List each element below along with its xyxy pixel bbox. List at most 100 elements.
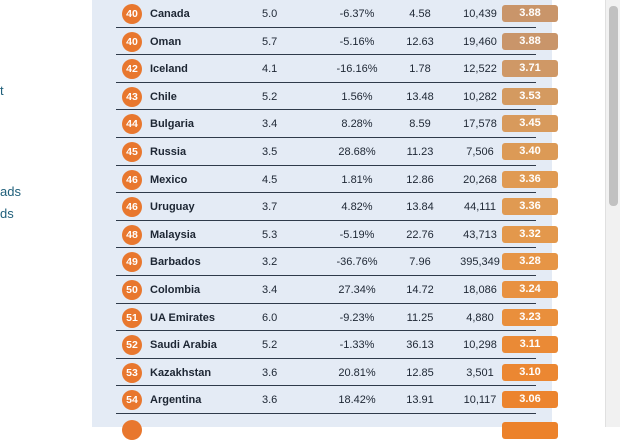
rank-badge: 45 <box>122 141 142 162</box>
value-cell: 5.3 <box>262 228 278 241</box>
value-cell: 11.23 <box>406 145 434 158</box>
value-cell: 6.0 <box>262 311 278 324</box>
country-name: Russia <box>150 145 187 158</box>
score-badge: 3.23 <box>502 308 558 326</box>
percent-cell: 8.28% <box>341 118 373 131</box>
table-row: 40 Oman 5.7 -5.16% 12.63 19,460 3.88 <box>116 28 558 56</box>
country-name: UA Emirates <box>150 311 216 324</box>
percent-cell: -5.16% <box>339 35 375 48</box>
rank-badge: 53 <box>122 362 142 383</box>
value-cell: 13.48 <box>406 90 434 103</box>
score-badge: 3.32 <box>502 225 558 243</box>
nav-link-fragment[interactable]: t <box>0 83 4 98</box>
country-name: Saudi Arabia <box>150 339 217 352</box>
percent-cell: 1.56% <box>341 90 373 103</box>
percent-cell: 4.82% <box>341 201 373 214</box>
value-cell: 10,117 <box>463 394 497 407</box>
score-badge: 3.28 <box>502 253 558 271</box>
country-name: Canada <box>150 8 190 20</box>
table-row: 54 Argentina 3.6 18.42% 13.91 10,117 3.06 <box>116 386 558 414</box>
country-name: Kazakhstan <box>150 366 212 379</box>
value-cell: 8.59 <box>409 118 431 131</box>
scrollbar-thumb[interactable] <box>609 6 618 206</box>
value-cell: 4,880 <box>466 311 494 324</box>
rank-badge: 48 <box>122 224 142 245</box>
percent-cell: -5.19% <box>339 228 375 241</box>
table-row: 49 Barbados 3.2 -36.76% 7.96 395,349 3.28 <box>116 248 558 276</box>
value-cell: 1.78 <box>409 63 431 76</box>
score-badge: 3.36 <box>502 198 558 216</box>
country-name: Barbados <box>150 256 201 269</box>
rank-badge: 40 <box>122 31 142 52</box>
value-cell: 5.0 <box>262 8 278 20</box>
score-badge: 3.45 <box>502 115 558 133</box>
table-row: 44 Bulgaria 3.4 8.28% 8.59 17,578 3.45 <box>116 110 558 138</box>
table-row: 50 Colombia 3.4 27.34% 14.72 18,086 3.24 <box>116 276 558 304</box>
country-name: Bulgaria <box>150 118 195 131</box>
score-badge: 3.71 <box>502 60 558 78</box>
rank-badge: 46 <box>122 169 142 190</box>
value-cell: 3,501 <box>466 366 494 379</box>
rank-badge: 46 <box>122 197 142 218</box>
value-cell: 3.4 <box>262 283 278 296</box>
page-scrollbar[interactable] <box>605 0 620 427</box>
rank-badge: 52 <box>122 335 142 356</box>
value-cell: 7.96 <box>409 256 431 269</box>
score-badge: 3.53 <box>502 87 558 105</box>
score-badge: 3.10 <box>502 363 558 381</box>
rank-badge: 43 <box>122 86 142 107</box>
rank-badge: 49 <box>122 252 142 273</box>
nav-link-fragment[interactable]: ds <box>0 206 14 221</box>
value-cell: 5.7 <box>262 35 278 48</box>
table-row: 51 UA Emirates 6.0 -9.23% 11.25 4,880 3.23 <box>116 304 558 332</box>
percent-cell: 1.81% <box>341 173 373 186</box>
value-cell: 395,349 <box>460 256 500 269</box>
value-cell: 10,298 <box>463 339 497 352</box>
percent-cell: 27.34% <box>338 283 376 296</box>
value-cell: 18,086 <box>463 283 497 296</box>
score-badge: 3.88 <box>502 5 558 22</box>
table-row: 42 Iceland 4.1 -16.16% 1.78 12,522 3.71 <box>116 55 558 83</box>
rank-badge: 42 <box>122 59 142 80</box>
value-cell: 12.63 <box>406 35 434 48</box>
table-row: 52 Saudi Arabia 5.2 -1.33% 36.13 10,298 3.11 <box>116 331 558 359</box>
rank-badge: 54 <box>122 390 142 411</box>
value-cell: 12.85 <box>406 366 434 379</box>
score-badge: 3.11 <box>502 336 558 354</box>
table-row: 48 Malaysia 5.3 -5.19% 22.76 43,713 3.32 <box>116 221 558 249</box>
rank-badge: 40 <box>122 4 142 24</box>
table-row: 40 Canada 5.0 -6.37% 4.58 10,439 3.88 <box>116 0 558 28</box>
table-row: 45 Russia 3.5 28.68% 11.23 7,506 3.40 <box>116 138 558 166</box>
score-badge <box>502 422 558 439</box>
value-cell: 5.2 <box>262 339 278 352</box>
value-cell: 3.6 <box>262 366 278 379</box>
percent-cell: 18.42% <box>338 394 376 407</box>
value-cell: 3.6 <box>262 394 278 407</box>
nav-link-fragment[interactable]: ads <box>0 184 21 199</box>
value-cell: 4.1 <box>262 63 278 76</box>
country-name: Iceland <box>150 63 188 76</box>
percent-cell: -6.37% <box>339 8 375 20</box>
value-cell: 17,578 <box>463 118 497 131</box>
value-cell: 4.5 <box>262 173 278 186</box>
score-badge: 3.36 <box>502 170 558 188</box>
country-name: Oman <box>150 35 182 48</box>
score-badge: 3.40 <box>502 142 558 160</box>
value-cell: 11.25 <box>406 311 434 324</box>
country-name: Argentina <box>150 394 202 407</box>
value-cell: 3.5 <box>262 145 278 158</box>
table-row: 46 Mexico 4.5 1.81% 12.86 20,268 3.36 <box>116 166 558 194</box>
value-cell: 43,713 <box>463 228 497 241</box>
rank-badge <box>122 420 142 440</box>
value-cell: 3.4 <box>262 118 278 131</box>
percent-cell: -16.16% <box>336 63 378 76</box>
value-cell: 4.58 <box>409 8 431 20</box>
value-cell: 20,268 <box>463 173 497 186</box>
value-cell: 19,460 <box>463 35 497 48</box>
rank-badge: 44 <box>122 114 142 135</box>
left-nav-fragment: t ads ds <box>0 0 90 427</box>
value-cell: 12.86 <box>406 173 434 186</box>
value-cell: 5.2 <box>262 90 278 103</box>
percent-cell: -9.23% <box>339 311 375 324</box>
value-cell: 10,439 <box>463 8 497 20</box>
